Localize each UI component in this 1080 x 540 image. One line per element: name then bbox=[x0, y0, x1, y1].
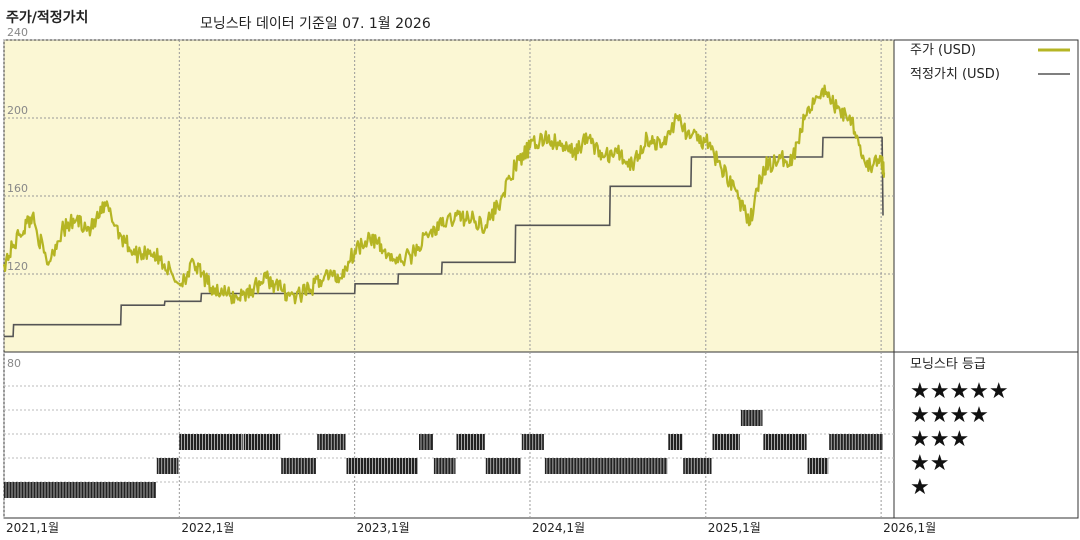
rating-segment-14 bbox=[683, 458, 712, 474]
price-line bbox=[2, 84, 886, 305]
rating-stars-3: ★★★ bbox=[910, 427, 969, 452]
chart-subtitle: 모닝스타 데이터 기준일 07. 1월 2026 bbox=[200, 16, 431, 32]
x-tick-label-1: 2022,1월 bbox=[181, 521, 234, 535]
rating-segment-5 bbox=[317, 434, 346, 450]
rating-segment-6 bbox=[346, 458, 418, 474]
rating-segment-11 bbox=[521, 434, 544, 450]
rating-bar-17 bbox=[763, 434, 807, 450]
rating-bar-19 bbox=[829, 434, 883, 450]
rating-bar-7 bbox=[419, 434, 433, 450]
rating-bar-3 bbox=[243, 434, 281, 450]
fair-value-line bbox=[4, 136, 884, 338]
legend: 주가 (USD) 적정가치 (USD) bbox=[910, 43, 1070, 82]
x-tick-label-0: 2021,1월 bbox=[6, 521, 59, 535]
y-tick-label-1: 160 bbox=[7, 182, 28, 195]
legend-price-label: 주가 (USD) bbox=[910, 43, 976, 58]
rating-segment-8 bbox=[433, 458, 456, 474]
rating-segment-2 bbox=[179, 434, 243, 450]
rating-segment-12 bbox=[544, 458, 668, 474]
rating-bar-15 bbox=[712, 434, 740, 450]
rating-segment-7 bbox=[419, 434, 433, 450]
rating-stars-2: ★★ bbox=[910, 451, 949, 476]
rating-history bbox=[4, 410, 883, 498]
rating-segment-9 bbox=[456, 434, 485, 450]
x-tick-label-5: 2026,1월 bbox=[883, 521, 936, 535]
rating-segment-17 bbox=[763, 434, 807, 450]
x-axis-labels: 2021,1월 2022,1월 2023,1월 2024,1월 2025,1월 2026,… bbox=[6, 521, 936, 535]
rating-stars-4: ★★★★ bbox=[910, 403, 989, 428]
x-tick-label-4: 2025,1월 bbox=[708, 521, 761, 535]
rating-segment-13 bbox=[668, 434, 683, 450]
y-tick-label-2: 200 bbox=[7, 104, 28, 117]
y-tick-label-3: 240 bbox=[7, 26, 28, 39]
chart-title: 주가/적정가치 bbox=[6, 9, 88, 26]
rating-stars-legend: ★★★★★★★★★★★★★★★ bbox=[910, 379, 1009, 500]
x-tick-label-2: 2023,1월 bbox=[357, 521, 410, 535]
rating-segment-16 bbox=[740, 410, 763, 426]
x-tick-label-3: 2024,1월 bbox=[532, 521, 585, 535]
rating-segment-19 bbox=[829, 434, 883, 450]
rating-stars-5: ★★★★★ bbox=[910, 379, 1009, 404]
rating-bar-6 bbox=[346, 458, 418, 474]
rating-stars-1: ★ bbox=[910, 475, 930, 500]
y-tick-label-0: 120 bbox=[7, 260, 28, 273]
rating-segment-15 bbox=[712, 434, 740, 450]
rating-segment-10 bbox=[485, 458, 522, 474]
rating-bar-18 bbox=[807, 458, 829, 474]
rating-bar-13 bbox=[668, 434, 683, 450]
rating-segment-4 bbox=[281, 458, 317, 474]
rating-segment-0 bbox=[4, 482, 156, 498]
rating-title: 모닝스타 등급 bbox=[910, 357, 986, 372]
grid-lines bbox=[3, 39, 894, 518]
rating-segment-1 bbox=[156, 458, 179, 474]
legend-fair-label: 적정가치 (USD) bbox=[910, 67, 1000, 82]
rating-segment-18 bbox=[807, 458, 829, 474]
y-axis-labels: 120 160 200 240 80 bbox=[7, 26, 28, 370]
rating-segment-3 bbox=[243, 434, 281, 450]
y-extra-label: 80 bbox=[7, 357, 21, 370]
